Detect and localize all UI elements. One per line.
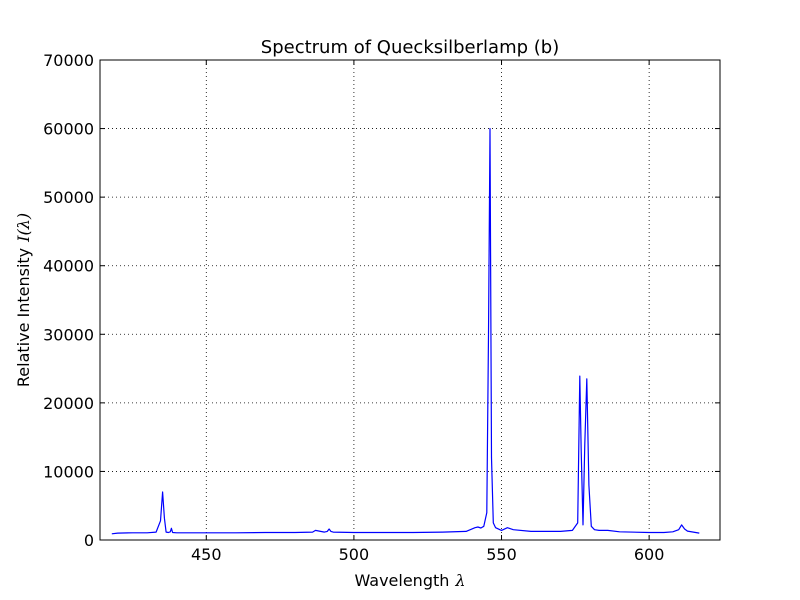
x-tick-label: 450	[191, 545, 222, 564]
y-axis-label-text: Relative Intensity	[14, 248, 33, 387]
grid-layer	[100, 60, 720, 540]
x-tick-label: 500	[339, 545, 370, 564]
x-axis-label: Wavelength λ	[354, 571, 465, 590]
x-axis-label-text: Wavelength	[354, 571, 449, 590]
y-tick-label: 20000	[43, 394, 94, 413]
y-tick-label: 50000	[43, 188, 94, 207]
y-tick-label: 30000	[43, 325, 94, 344]
y-axis-label: Relative Intensity I(λ)	[14, 213, 33, 387]
spectrum-series-line	[111, 128, 700, 535]
y-tick-label: 60000	[43, 120, 94, 139]
x-tick-label: 550	[486, 545, 517, 564]
plot-frame	[99, 59, 721, 541]
x-tick-label: 600	[634, 545, 665, 564]
series-layer	[111, 128, 700, 535]
y-tick-label: 40000	[43, 257, 94, 276]
y-tick-label: 70000	[43, 51, 94, 70]
chart-title: Spectrum of Quecksilberlamp (b)	[261, 37, 559, 58]
x-axis-label-symbol: λ	[454, 571, 465, 590]
y-axis-label-symbol: I(λ)	[14, 213, 33, 243]
y-tick-label: 10000	[43, 462, 94, 481]
tick-layer: 450 500 550 600 0 10000 20000 30000 40000 50000 60…	[43, 51, 720, 564]
y-tick-label: 0	[84, 531, 94, 550]
